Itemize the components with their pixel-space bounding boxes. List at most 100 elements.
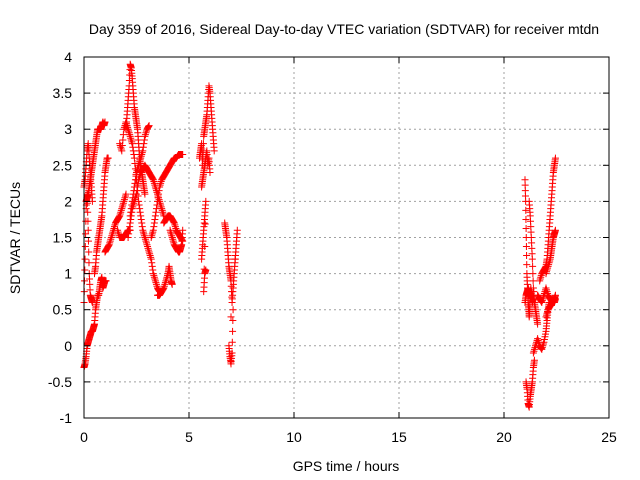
data-point-marker [131,196,139,204]
data-point-marker [141,234,149,241]
y-tick-label: -1 [60,410,73,426]
data-point-marker [152,208,160,216]
data-point-marker [129,143,137,151]
data-point-marker [229,284,237,292]
data-point-marker [129,203,137,211]
data-point-marker [152,279,160,287]
data-point-marker [156,183,164,191]
data-point-marker [201,243,209,251]
x-tick-label: 20 [496,429,512,445]
data-point-marker [539,340,547,348]
data-point-marker [124,234,132,241]
data-point-marker [229,317,237,325]
data-point-marker [121,192,129,200]
data-point-marker [139,143,147,151]
data-point-marker [141,132,149,140]
data-point-marker [168,232,176,240]
chart-title: Day 359 of 2016, Sidereal Day-to-day VTE… [89,21,599,37]
data-point-marker [124,123,132,131]
y-tick-label: 0 [64,338,72,354]
data-point-marker [522,224,530,232]
data-point-marker [125,230,133,238]
data-point-marker [150,219,158,227]
data-point-marker [150,178,158,186]
data-point-marker [122,190,130,198]
data-point-marker [160,284,168,292]
data-point-marker [116,212,124,220]
data-point-marker [146,250,154,258]
data-point-marker [139,226,147,234]
gridlines [84,57,609,418]
data-point-marker [147,255,155,263]
data-point-marker [119,136,127,144]
data-point-marker [110,223,118,231]
data-point-marker [543,309,551,317]
data-point-marker [159,286,167,294]
data-point-marker [140,140,148,148]
data-point-marker [136,208,144,216]
data-point-marker [84,226,92,234]
data-point-marker [538,345,546,353]
data-point-marker [159,208,167,216]
data-point-marker [551,154,559,162]
data-point-marker [121,194,129,202]
data-point-marker [545,261,553,269]
data-point-marker [135,159,143,167]
data-point-marker [129,201,137,209]
data-point-marker [101,118,109,126]
data-point-marker [157,179,165,187]
data-point-marker [160,282,168,290]
data-point-marker [149,270,157,278]
data-point-marker [146,252,154,260]
data-point-marker [107,234,115,241]
data-point-marker [120,197,128,205]
data-point-marker [145,122,153,130]
data-point-marker [206,169,214,177]
data-point-marker [148,259,156,267]
data-point-marker [84,237,92,245]
data-point-marker [104,243,112,251]
data-point-marker [115,214,123,222]
data-point-marker [106,239,114,247]
data-point-marker [169,237,177,245]
data-point-marker [228,338,236,346]
data-point-marker [179,150,187,158]
data-point-marker [107,235,115,243]
data-point-marker [534,335,542,343]
data-point-marker [523,252,531,260]
data-point-marker [530,356,538,364]
data-point-marker [126,132,134,140]
data-point-marker [152,185,160,193]
y-tick-label: 1.5 [53,230,73,246]
data-point-marker [534,336,542,344]
data-point-marker [161,280,169,288]
data-point-marker [169,217,177,225]
data-point-marker [82,230,90,238]
data-point-marker [81,277,89,285]
data-point-marker [85,259,93,267]
data-point-marker [119,131,127,139]
x-tick-label: 25 [601,429,617,445]
data-point-marker [538,344,546,352]
data-point-marker [139,228,147,236]
x-axis: 0 5 10 15 20 25 [80,57,617,445]
data-point-marker [145,246,153,254]
data-point-marker [126,131,134,139]
data-point-marker [142,239,150,247]
data-point-marker [143,241,151,249]
data-point-marker [134,179,142,187]
data-point-marker [137,212,145,220]
data-point-marker [544,262,552,270]
data-point-marker [539,295,547,303]
data-point-marker [152,280,160,288]
x-tick-label: 5 [185,429,193,445]
y-tick-label: -0.5 [48,374,72,390]
data-point-marker [148,262,156,270]
y-tick-label: 0.5 [53,302,73,318]
data-point-marker [228,349,236,357]
data-point-marker [84,208,92,216]
data-point-marker [118,147,126,155]
data-point-marker [102,277,110,285]
data-point-marker [167,230,175,238]
data-point-marker [542,270,550,278]
